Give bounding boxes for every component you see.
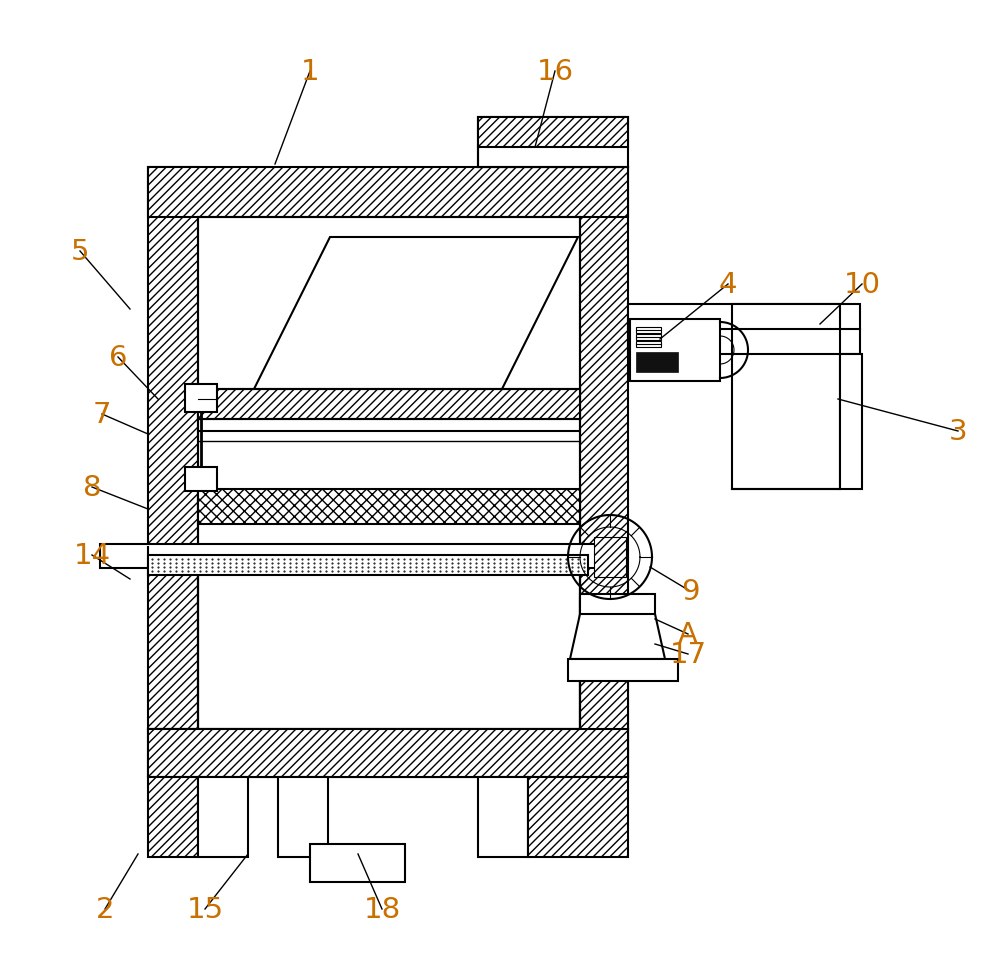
Bar (278, 778, 328, 857)
Text: 17: 17 (669, 640, 707, 668)
Text: 4: 4 (719, 271, 737, 299)
Polygon shape (580, 599, 628, 778)
Text: 5: 5 (71, 237, 89, 266)
Text: 18: 18 (363, 895, 401, 923)
Bar (732, 305, 840, 489)
Bar (840, 355, 862, 489)
Bar (636, 353, 678, 372)
Polygon shape (148, 729, 628, 778)
Bar (580, 599, 628, 778)
Bar (628, 305, 860, 355)
Bar (636, 335, 661, 341)
Bar (630, 319, 720, 382)
Bar (636, 342, 661, 348)
Bar (580, 594, 655, 619)
Bar (198, 577, 580, 729)
Bar (478, 778, 528, 857)
Text: 15: 15 (186, 895, 224, 923)
Bar (100, 544, 608, 569)
Polygon shape (148, 729, 628, 778)
Bar (100, 100, 660, 879)
Text: 9: 9 (681, 577, 699, 606)
Bar (198, 218, 580, 729)
Text: 3: 3 (949, 417, 967, 446)
Polygon shape (148, 778, 198, 857)
Text: 10: 10 (844, 271, 881, 299)
Bar (198, 778, 248, 857)
Bar (568, 659, 678, 681)
Polygon shape (478, 118, 628, 148)
Polygon shape (198, 390, 580, 419)
Text: A: A (678, 620, 698, 649)
Polygon shape (580, 168, 628, 729)
Text: 16: 16 (536, 58, 574, 86)
Text: 1: 1 (301, 58, 319, 86)
Text: 14: 14 (73, 541, 111, 570)
Polygon shape (148, 168, 628, 218)
Text: 2: 2 (96, 895, 114, 923)
Text: 7: 7 (93, 401, 111, 429)
Polygon shape (148, 168, 198, 729)
Text: 6: 6 (109, 344, 127, 371)
Bar (185, 385, 217, 412)
Bar (310, 844, 405, 882)
Polygon shape (594, 537, 626, 577)
Bar (636, 327, 661, 334)
Polygon shape (528, 778, 628, 857)
Text: 8: 8 (83, 474, 101, 501)
Bar (478, 118, 628, 168)
Bar (198, 489, 580, 525)
Bar (185, 468, 217, 491)
Bar (148, 556, 588, 575)
Polygon shape (250, 237, 578, 398)
Polygon shape (570, 615, 665, 659)
